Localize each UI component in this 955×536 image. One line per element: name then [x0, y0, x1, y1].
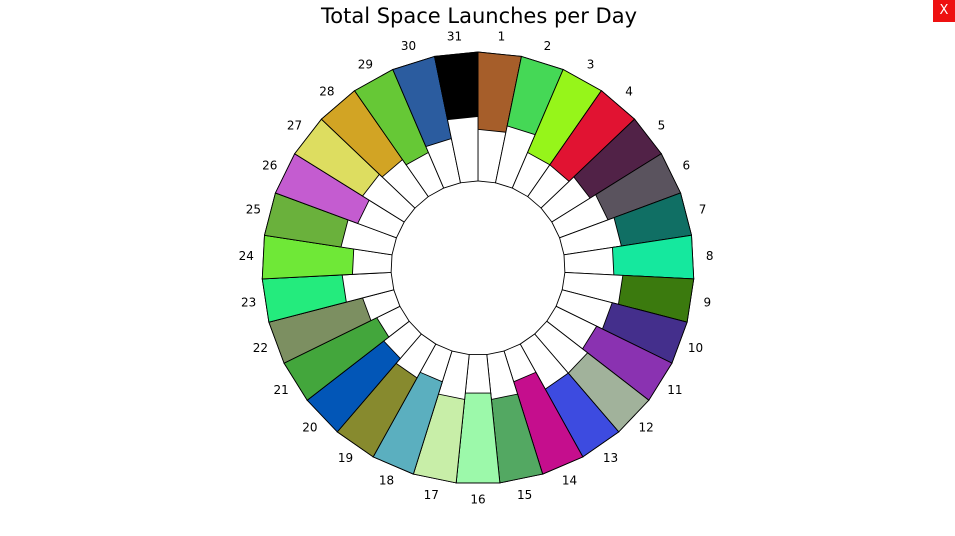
label-day-22: 22	[253, 341, 268, 355]
label-day-27: 27	[287, 118, 302, 132]
label-day-31: 31	[447, 30, 462, 44]
segments-layer	[261, 51, 695, 484]
label-day-8: 8	[706, 249, 714, 263]
label-day-26: 26	[262, 158, 277, 172]
label-day-3: 3	[587, 58, 595, 72]
bar-day-31[interactable]	[433, 51, 479, 121]
label-day-7: 7	[699, 202, 707, 216]
label-day-2: 2	[544, 39, 552, 53]
label-day-9: 9	[703, 296, 711, 310]
label-day-29: 29	[358, 58, 373, 72]
label-day-14: 14	[562, 474, 577, 488]
label-day-11: 11	[667, 383, 682, 397]
label-day-10: 10	[688, 341, 703, 355]
label-day-23: 23	[241, 296, 256, 310]
label-day-15: 15	[517, 488, 532, 502]
label-day-30: 30	[401, 39, 416, 53]
chart-title: Total Space Launches per Day	[321, 4, 637, 28]
label-day-13: 13	[603, 451, 618, 465]
label-day-1: 1	[498, 30, 506, 44]
label-day-20: 20	[302, 420, 317, 434]
close-button[interactable]: X	[933, 0, 955, 22]
label-day-16: 16	[470, 493, 485, 507]
label-day-17: 17	[424, 488, 439, 502]
label-day-28: 28	[319, 84, 334, 98]
label-day-19: 19	[338, 451, 353, 465]
label-day-25: 25	[246, 202, 261, 216]
label-day-6: 6	[682, 158, 690, 172]
labels-layer: 1234567891011121314151617181920212223242…	[239, 30, 714, 507]
label-day-4: 4	[625, 84, 633, 98]
label-day-5: 5	[658, 118, 666, 132]
label-day-24: 24	[239, 249, 254, 263]
label-day-18: 18	[379, 474, 394, 488]
label-day-21: 21	[273, 383, 288, 397]
label-day-12: 12	[639, 420, 654, 434]
